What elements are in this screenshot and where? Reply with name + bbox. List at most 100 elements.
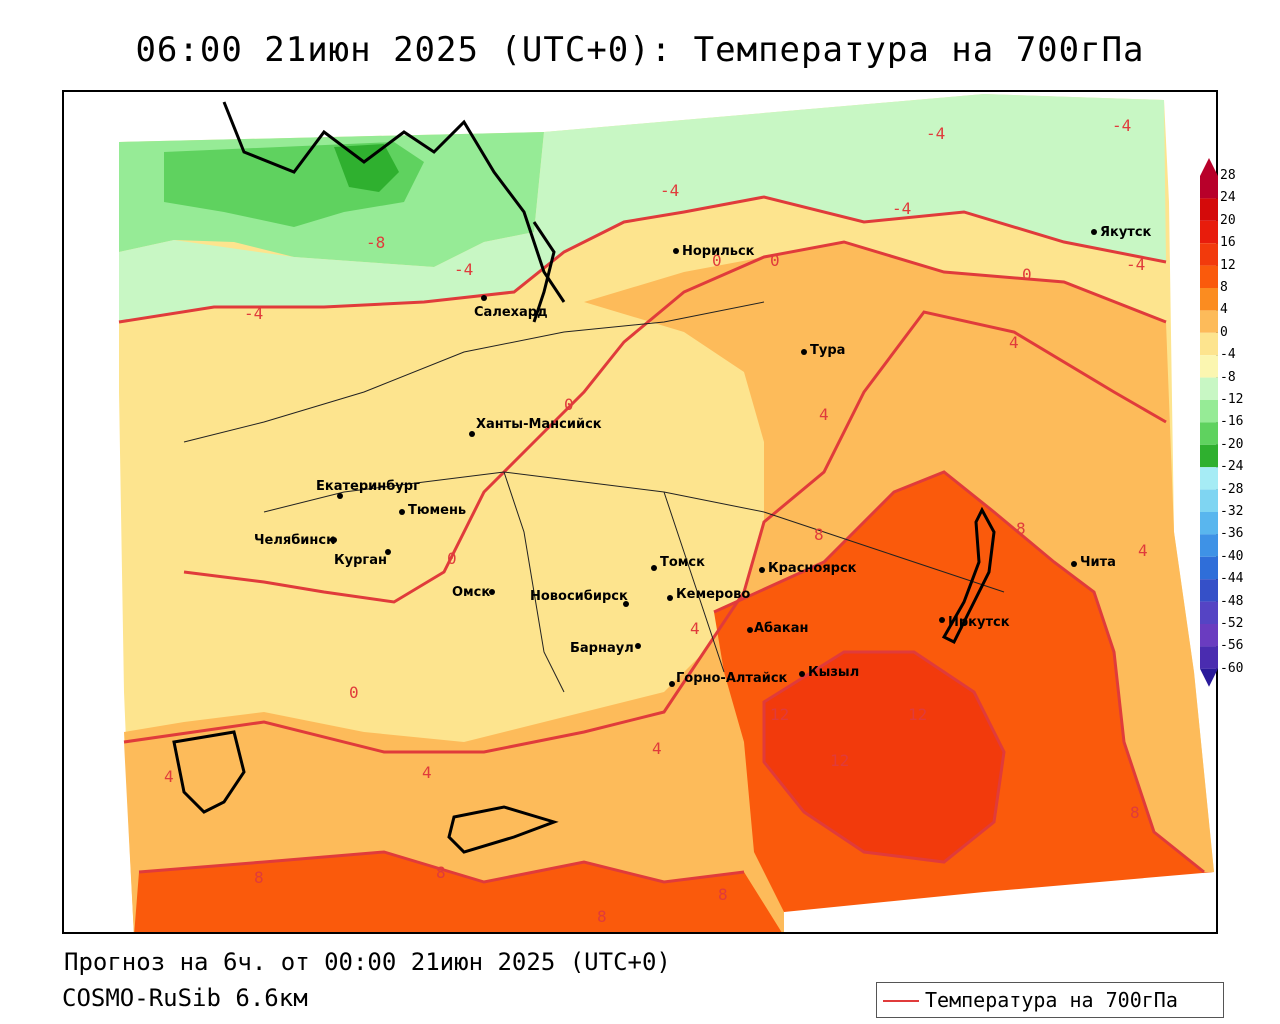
city-marker-khanty-mansiysk [469, 431, 475, 437]
city-label-ekaterinburg: Екатеринбург [316, 479, 420, 494]
iso-label: 4 [1009, 333, 1019, 352]
city-label-tomsk: Томск [660, 555, 705, 570]
colorbar-tick-label: -16 [1220, 414, 1244, 430]
city-marker-kyzyl [799, 671, 805, 677]
iso-label: 8 [597, 907, 607, 926]
colorbar-swatch [1200, 512, 1218, 535]
city-label-kemerovo: Кемерово [676, 587, 750, 602]
colorbar-swatch [1200, 243, 1218, 266]
colorbar-swatch [1200, 176, 1218, 199]
iso-label: -4 [892, 199, 911, 218]
iso-label: 8 [718, 885, 728, 904]
admin-border-1 [183, 301, 765, 443]
isotherm-8 [713, 470, 1205, 874]
colorbar-swatch [1200, 646, 1218, 669]
map-panel[interactable]: -8 -4 -4 -4 -4 -4 -4 -4 0 0 0 0 0 0 4 4 … [62, 90, 1218, 934]
iso-label: 12 [770, 705, 789, 724]
iso-label: -4 [244, 304, 263, 323]
isotherm-4-south [123, 310, 1167, 754]
city-label-chita: Чита [1080, 555, 1116, 570]
colorbar-swatch [1200, 400, 1218, 423]
city-label-omsk: Омск [452, 585, 490, 600]
colorbar-swatch [1200, 422, 1218, 445]
colorbar-tick-label: -4 [1220, 347, 1236, 363]
city-marker-ekaterinburg [337, 493, 343, 499]
iso-label: 4 [652, 739, 662, 758]
city-label-salekhard: Салехард [474, 305, 548, 320]
colorbar-swatch [1200, 579, 1218, 602]
iso-label: 0 [564, 395, 574, 414]
admin-border-3 [503, 471, 565, 693]
city-label-barnaul: Барнаул [570, 641, 634, 656]
temperature-map: -8 -4 -4 -4 -4 -4 -4 -4 0 0 0 0 0 0 4 4 … [118, 94, 1214, 932]
colorbar-swatch [1200, 534, 1218, 557]
iso-label: 0 [447, 549, 457, 568]
city-marker-irkutsk [939, 617, 945, 623]
lake-baikal [941, 506, 996, 645]
colorbar-swatch [1200, 310, 1218, 333]
iso-label: -4 [1112, 116, 1131, 135]
iso-label: -4 [660, 181, 679, 200]
iso-label: 12 [908, 705, 927, 724]
hot-core [764, 652, 1004, 862]
city-label-kyzyl: Кызыл [808, 665, 859, 680]
city-marker-salekhard [481, 295, 487, 301]
colorbar-tick-label: -20 [1220, 436, 1244, 452]
lake-caspian [172, 730, 246, 814]
lake-balkhash [447, 805, 559, 854]
colorbar-tick-label: 16 [1220, 235, 1236, 251]
colorbar-tick-label: -48 [1220, 593, 1244, 609]
city-marker-yakutsk [1091, 229, 1097, 235]
colorbar-swatch [1200, 265, 1218, 288]
colorbar-swatch [1200, 198, 1218, 221]
coast-north [222, 101, 566, 303]
iso-label: 8 [1130, 803, 1140, 822]
city-label-chelyabinsk: Челябинск [254, 533, 335, 548]
iso-label: 4 [690, 619, 700, 638]
colorbar-top-arrow [1200, 158, 1218, 176]
iso-label: 0 [1022, 265, 1032, 284]
coast-yamal [532, 221, 556, 323]
colorbar-tick-label: -12 [1220, 392, 1244, 407]
legend-line-swatch [883, 1000, 919, 1002]
colorbar-tick-label: -56 [1220, 638, 1244, 654]
colorbar-swatch [1200, 556, 1218, 580]
isotherm-12 [762, 650, 1006, 864]
city-label-yakutsk: Якутск [1100, 225, 1152, 240]
city-label-kurgan: Курган [334, 553, 387, 568]
city-marker-kemerovo [667, 595, 673, 601]
cool-zone-north [119, 94, 1166, 322]
colorbar-tick-label: 12 [1220, 257, 1236, 273]
colorbar-swatch [1200, 220, 1218, 244]
colorbar-swatch [1200, 624, 1218, 647]
admin-border-4 [663, 491, 725, 673]
map-title: 06:00 21июн 2025 (UTC+0): Температура на… [135, 30, 1145, 70]
legend-label: Температура на 700гПа [925, 988, 1178, 1012]
city-label-irkutsk: Иркутск [948, 615, 1010, 630]
colorbar-swatch [1200, 444, 1218, 468]
legend: Температура на 700гПа [876, 982, 1224, 1018]
admin-border-5 [763, 511, 1005, 593]
colorbar-tick-label: -24 [1220, 459, 1244, 475]
colorbar-tick-label: 20 [1220, 212, 1236, 228]
isotherm-8-south [138, 850, 745, 884]
colorbar-tick-label: 8 [1220, 280, 1228, 295]
city-marker-tyumen [399, 509, 405, 515]
iso-label: -4 [926, 124, 945, 143]
city-marker-omsk [489, 589, 495, 595]
city-label-norilsk: Норильск [682, 244, 755, 259]
colorbar-swatch [1200, 489, 1218, 512]
colorbar-swatch [1200, 355, 1218, 378]
colorbar-tick-label: 4 [1220, 302, 1228, 318]
iso-label: 8 [1016, 519, 1026, 538]
iso-label: 4 [164, 767, 174, 786]
iso-label: 8 [254, 868, 264, 887]
colorbar-swatch [1200, 601, 1218, 624]
city-marker-kurgan [385, 549, 391, 555]
iso-label: -8 [366, 233, 385, 252]
colorbar-swatch [1200, 332, 1218, 356]
city-marker-abakan [747, 627, 753, 633]
city-marker-chelyabinsk [331, 537, 337, 543]
city-marker-tura [801, 349, 807, 355]
iso-label: 0 [770, 251, 780, 270]
